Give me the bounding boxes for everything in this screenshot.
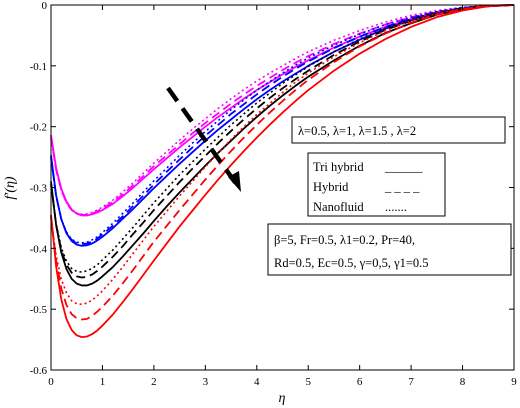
series-line-lambda-1-nanofluid xyxy=(50,4,515,244)
series-line-lambda-1-tri-hybrid xyxy=(50,4,515,247)
arrow-head xyxy=(228,171,241,192)
legend-label-nanofluid: Nanofluid xyxy=(313,200,364,214)
series-line-lambda-2-tri-hybrid xyxy=(50,4,515,339)
y-tick-label-6: -0.6 xyxy=(30,365,48,377)
x-tick-label-9: 9 xyxy=(511,376,517,388)
y-tick-label-4: -0.4 xyxy=(30,243,48,255)
legend-label-hybrid: Hybrid xyxy=(313,180,349,194)
series-line-lambda-2-hybrid xyxy=(50,4,515,321)
line-style-legend: Tri hybrid ______ Hybrid _ _ _ _ Nanoflu… xyxy=(307,152,446,217)
y-tick-label-0: 0 xyxy=(42,0,48,12)
lambda-annotation-box xyxy=(291,116,506,144)
x-tick-label-4: 4 xyxy=(254,376,260,388)
parameter-line-1: β=5, Fr=0.5, λ1=0.2, Pr=40, xyxy=(274,233,415,247)
legend-label-tri-hybrid: Tri hybrid xyxy=(313,160,364,174)
y-axis-label: f′(η) xyxy=(3,176,18,200)
parameter-line-2: Rd=0.5, Ec=0.5, γ=0,5, γ1=0.5 xyxy=(274,256,429,270)
x-tick-label-0: 0 xyxy=(48,376,54,388)
line-style-legend-box xyxy=(307,152,446,217)
series-line-lambda-0_5-nanofluid xyxy=(50,4,515,216)
lambda-annotation: λ=0.5, λ=1, λ=1.5 , λ=2 xyxy=(291,116,506,144)
parameter-box-frame xyxy=(267,223,512,276)
y-tick-label-1: -0.1 xyxy=(30,61,47,73)
legend-sample-tri-hybrid: ______ xyxy=(384,160,423,174)
y-tick-label-3: -0.3 xyxy=(30,183,48,195)
legend-sample-hybrid: _ _ _ _ xyxy=(384,180,420,194)
ticks-layer: 0 1 2 3 4 5 6 7 8 9 0 -0.1 -0.2 -0.3 -0.4 -0.5 -0.6 xyxy=(30,0,518,388)
x-tick-label-7: 7 xyxy=(408,376,414,388)
lambda-annotation-text: λ=0.5, λ=1, λ=1.5 , λ=2 xyxy=(298,124,416,138)
x-tick-label-3: 3 xyxy=(203,376,209,388)
series-line-lambda-1_5-hybrid xyxy=(50,4,515,279)
x-tick-label-1: 1 xyxy=(100,376,106,388)
legend-sample-nanofluid: ....... xyxy=(385,200,407,214)
lambda-increase-arrow xyxy=(166,86,241,192)
x-tick-label-8: 8 xyxy=(460,376,466,388)
parameter-box: β=5, Fr=0.5, λ1=0.2, Pr=40, Rd=0.5, Ec=0… xyxy=(267,223,512,276)
series-layer xyxy=(50,4,515,339)
y-tick-label-5: -0.5 xyxy=(30,304,48,316)
series-line-lambda-2-nanofluid xyxy=(50,4,515,306)
y-tick-label-2: -0.2 xyxy=(30,122,47,134)
x-tick-label-5: 5 xyxy=(305,376,311,388)
series-line-lambda-1-hybrid xyxy=(50,4,515,245)
x-axis-label: η xyxy=(279,391,286,406)
x-tick-label-2: 2 xyxy=(151,376,157,388)
x-tick-label-6: 6 xyxy=(357,376,363,388)
series-line-lambda-1_5-nanofluid xyxy=(50,4,515,273)
